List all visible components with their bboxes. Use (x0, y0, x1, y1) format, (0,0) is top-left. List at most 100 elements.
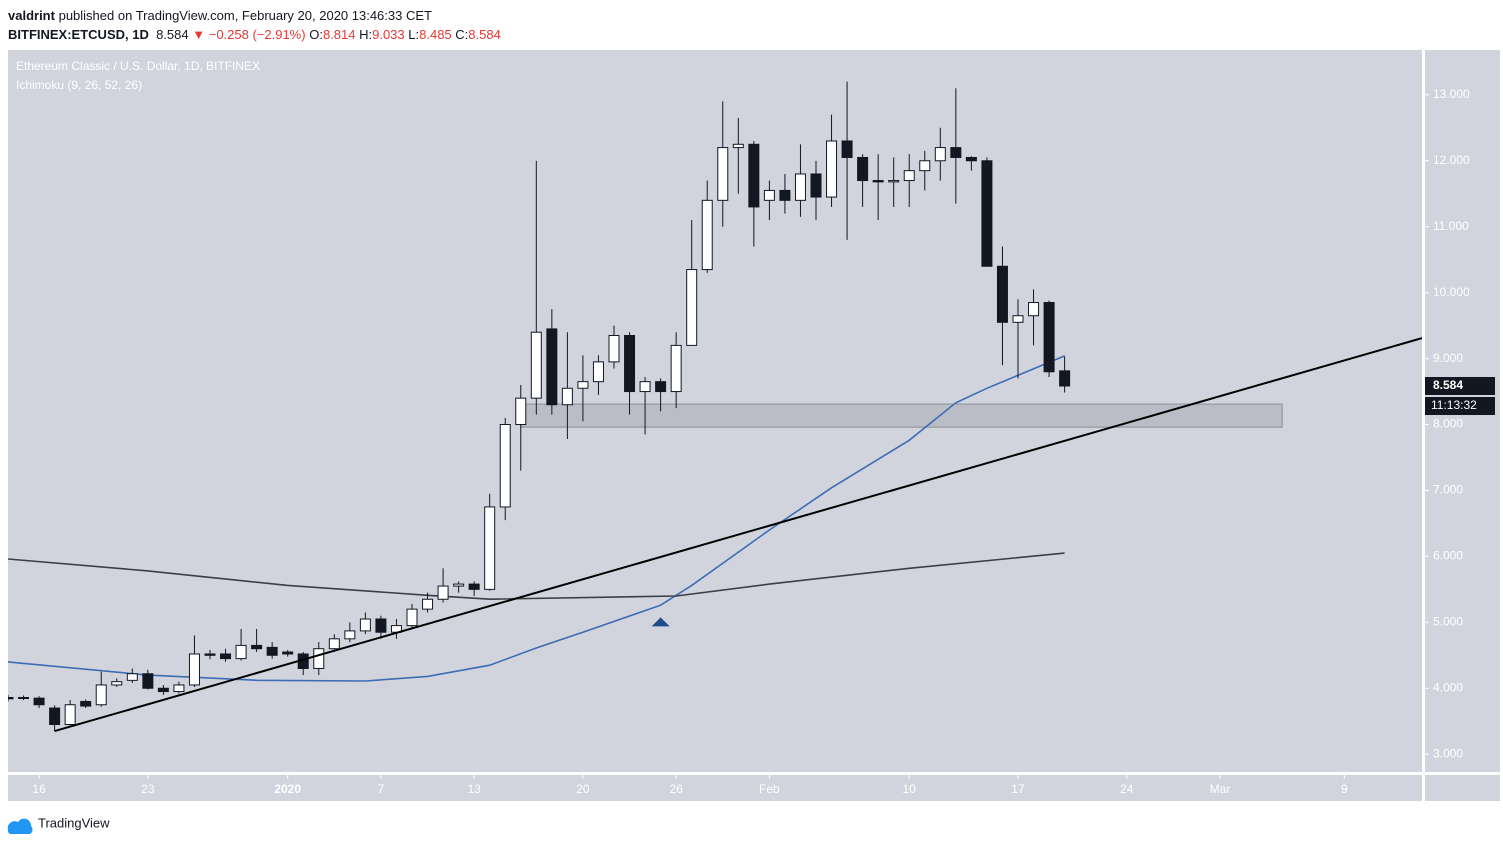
candle-body (468, 583, 480, 590)
candle-body (639, 381, 651, 393)
candle-body (592, 361, 604, 383)
y-tick-label: 9.000 (1433, 351, 1463, 365)
publish-line: valdrint published on TradingView.com, F… (8, 6, 501, 25)
indicator-line (8, 355, 1065, 682)
candle-body (1028, 302, 1040, 317)
indicator-label: Ichimoku (9, 26, 52, 26) (16, 78, 142, 92)
y-tick-label: 8.000 (1433, 417, 1463, 431)
candle-body (282, 651, 294, 655)
candle-body (1012, 315, 1024, 323)
candle-body (220, 653, 232, 660)
c-label: C: (455, 27, 469, 42)
candle-body (686, 269, 698, 346)
l-label: L: (408, 27, 420, 42)
candle-body (655, 381, 667, 393)
candle-body (204, 653, 216, 656)
candle-body (1059, 370, 1071, 387)
y-tick-label: 10.000 (1433, 285, 1470, 299)
candle-body (763, 189, 775, 201)
close: 8.584 (468, 27, 501, 42)
high: 9.033 (372, 27, 405, 42)
candle-body (49, 707, 61, 726)
header: valdrint published on TradingView.com, F… (8, 6, 501, 44)
x-tick-label: 23 (141, 782, 155, 796)
x-tick-label: 2020 (274, 782, 301, 796)
axis-corner (1425, 775, 1500, 801)
x-tick-label: 10 (903, 782, 917, 796)
candle-body (344, 630, 356, 640)
x-tick-label: 16 (32, 782, 46, 796)
brand: TradingView (38, 815, 110, 830)
candle-body (8, 696, 14, 700)
x-tick-label: 20 (576, 782, 590, 796)
y-tick-label: 6.000 (1433, 549, 1463, 563)
candle-body (794, 173, 806, 201)
candle-body (33, 697, 45, 706)
candle-body (406, 608, 418, 627)
candle-body (111, 681, 123, 686)
candle-body (157, 687, 169, 693)
candle-body (701, 199, 713, 271)
candle-body (328, 638, 340, 650)
x-tick-label: 26 (669, 782, 683, 796)
x-tick-label: 13 (467, 782, 481, 796)
x-tick-label: 7 (378, 782, 385, 796)
candle-body (422, 598, 434, 610)
candle-body (313, 648, 325, 669)
quote-line: BITFINEX:ETCUSD, 1D 8.584 ▼ −0.258 (−2.9… (8, 25, 501, 44)
candle-body (188, 653, 200, 686)
candle-body (64, 704, 76, 726)
candle-body (717, 147, 729, 201)
candle-body (934, 147, 946, 162)
trendline (54, 337, 1422, 733)
candle-body (530, 331, 542, 399)
logo: TradingView (7, 815, 110, 834)
y-tick-label: 4.000 (1433, 680, 1463, 694)
candle-body (981, 160, 993, 267)
change: ▼ −0.258 (−2.91%) (192, 27, 306, 42)
candle-body (484, 506, 496, 590)
candle-body (515, 397, 527, 426)
candle-body (375, 618, 387, 633)
candle-body (499, 424, 511, 508)
countdown-box (1425, 397, 1495, 416)
candle-body (437, 585, 449, 600)
candle-body (996, 265, 1008, 323)
signal-marker (651, 617, 670, 627)
candle-body (1043, 302, 1055, 373)
time-axis (8, 775, 1422, 801)
candle-body (95, 684, 107, 706)
candle-body (80, 700, 92, 707)
candle-body (235, 644, 247, 660)
candle-body (266, 646, 278, 656)
y-tick-label: 3.000 (1433, 746, 1463, 760)
author: valdrint (8, 8, 55, 23)
candle-body (841, 140, 853, 158)
chart-title: Ethereum Classic / U.S. Dollar, 1D, BITF… (16, 59, 260, 73)
candle-body (826, 140, 838, 198)
support-zone (520, 403, 1283, 428)
open: 8.814 (322, 27, 356, 42)
candle-body (919, 160, 931, 172)
y-tick-label: 7.000 (1433, 483, 1463, 497)
candle-body (872, 180, 884, 183)
price-tag (1425, 377, 1495, 396)
candle-body (810, 173, 822, 198)
candle-body (857, 156, 869, 182)
candle-body (577, 381, 589, 389)
candle-body (965, 156, 977, 162)
candle-body (903, 170, 915, 182)
price-tag-label: 8.584 (1433, 378, 1463, 392)
candle-body (126, 673, 138, 681)
o-label: O: (309, 27, 323, 42)
candle-body (251, 644, 263, 650)
y-tick-label: 13.000 (1433, 87, 1470, 101)
candle-body (624, 335, 636, 393)
y-tick-label: 12.000 (1433, 153, 1470, 167)
x-tick-label: Feb (759, 782, 780, 796)
candle-body (950, 147, 962, 158)
candle-body (561, 387, 573, 406)
indicator-line (8, 552, 1065, 601)
